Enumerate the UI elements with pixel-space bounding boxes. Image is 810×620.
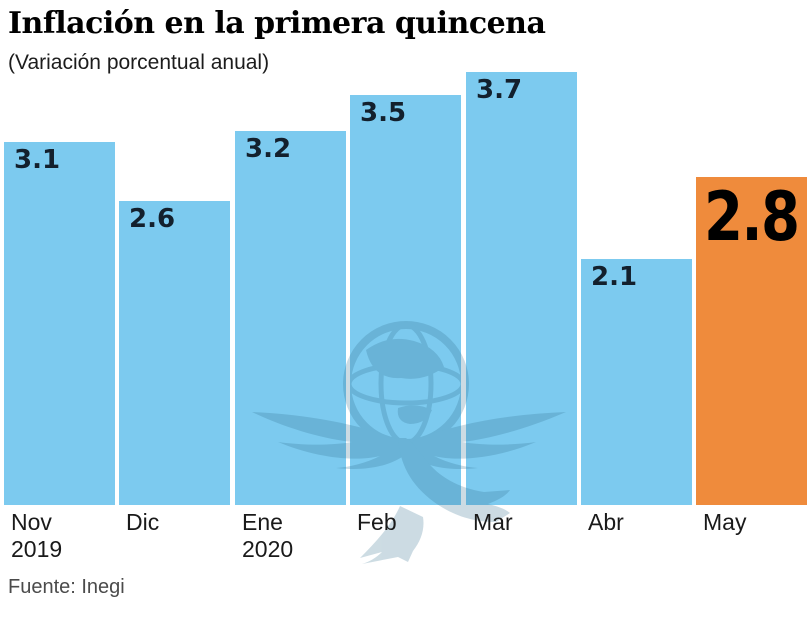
bar-may: 2.8 [696, 177, 807, 505]
bar-nov-2019: 3.1 [4, 142, 115, 505]
bar-value-label: 3.7 [476, 75, 523, 105]
x-axis-label-dic: Dic [126, 509, 160, 535]
bar-mar: 3.7 [466, 72, 577, 505]
x-axis-label-mar: Mar [473, 509, 513, 535]
bar-value-label: 3.1 [14, 145, 61, 175]
x-axis-label-feb: Feb [357, 509, 397, 535]
x-axis-label-nov-2019: Nov 2019 [11, 509, 63, 562]
bar-ene-2020: 3.2 [235, 131, 346, 505]
source-note: Fuente: Inegi [8, 576, 125, 598]
bar-value-label: 2.1 [591, 262, 638, 292]
x-axis-label-abr: Abr [588, 509, 624, 535]
bar-value-label: 2.6 [129, 204, 176, 234]
bar-abr: 2.1 [581, 259, 692, 505]
bar-value-label: 2.8 [704, 177, 800, 257]
bar-feb: 3.5 [350, 95, 461, 505]
x-axis-label-may: May [703, 509, 747, 535]
bar-dic: 2.6 [119, 201, 230, 505]
bar-value-label: 3.2 [245, 134, 292, 164]
chart-title: Inflación en la primera quincena [8, 6, 546, 41]
chart-subtitle: (Variación porcentual anual) [8, 51, 270, 74]
x-axis-label-ene-2020: Ene 2020 [242, 509, 294, 562]
bar-value-label: 3.5 [360, 98, 407, 128]
